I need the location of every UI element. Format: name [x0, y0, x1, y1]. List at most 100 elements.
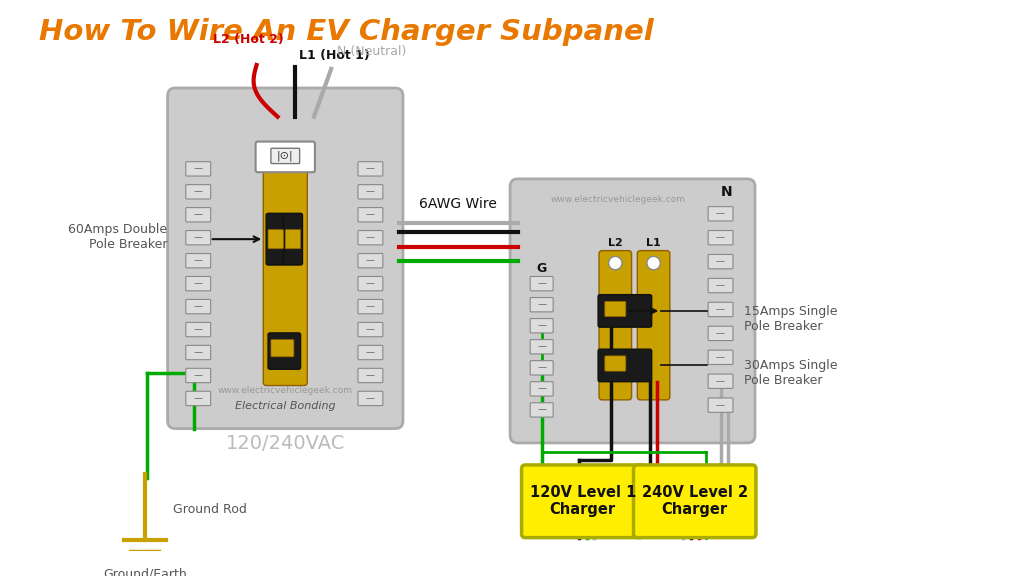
Text: L1: L1 — [646, 238, 660, 248]
FancyBboxPatch shape — [709, 398, 733, 412]
FancyBboxPatch shape — [605, 301, 626, 317]
Text: —: — — [194, 348, 203, 357]
FancyBboxPatch shape — [709, 374, 733, 388]
FancyBboxPatch shape — [185, 253, 211, 268]
FancyBboxPatch shape — [256, 142, 315, 172]
Text: —: — — [716, 281, 725, 290]
Text: —: — — [366, 394, 375, 403]
Text: —: — — [194, 371, 203, 380]
Text: —: — — [538, 406, 546, 414]
Text: —: — — [716, 353, 725, 362]
Text: 120V Level 1
Charger: 120V Level 1 Charger — [529, 485, 636, 517]
Text: —: — — [194, 302, 203, 311]
Text: 6AWG Wire: 6AWG Wire — [420, 196, 498, 211]
Circle shape — [608, 256, 622, 270]
Text: Electrical Bonding: Electrical Bonding — [234, 401, 336, 411]
FancyBboxPatch shape — [358, 346, 383, 359]
Text: —: — — [366, 348, 375, 357]
FancyBboxPatch shape — [634, 465, 756, 537]
Text: —: — — [366, 187, 375, 196]
Text: L1 (Hot 1): L1 (Hot 1) — [299, 50, 370, 62]
Text: —: — — [538, 279, 546, 288]
Text: —: — — [716, 329, 725, 338]
Text: 60Amps Double
Pole Breaker: 60Amps Double Pole Breaker — [69, 223, 168, 251]
FancyBboxPatch shape — [530, 361, 553, 375]
Text: —: — — [366, 164, 375, 173]
Text: —: — — [538, 363, 546, 372]
Text: 30Amps Single
Pole Breaker: 30Amps Single Pole Breaker — [743, 359, 837, 387]
FancyBboxPatch shape — [530, 403, 553, 417]
FancyBboxPatch shape — [358, 276, 383, 291]
FancyBboxPatch shape — [709, 255, 733, 269]
Text: —: — — [538, 384, 546, 393]
Text: —: — — [194, 187, 203, 196]
FancyBboxPatch shape — [286, 230, 301, 249]
Circle shape — [647, 256, 660, 270]
Text: —: — — [716, 209, 725, 218]
FancyBboxPatch shape — [268, 333, 301, 369]
Text: —: — — [716, 305, 725, 314]
Text: —: — — [194, 256, 203, 265]
FancyBboxPatch shape — [185, 346, 211, 359]
Text: —: — — [538, 321, 546, 330]
FancyBboxPatch shape — [185, 162, 211, 176]
FancyBboxPatch shape — [530, 319, 553, 333]
Text: —: — — [716, 233, 725, 242]
FancyBboxPatch shape — [358, 185, 383, 199]
FancyBboxPatch shape — [709, 278, 733, 293]
Text: —: — — [538, 342, 546, 351]
FancyBboxPatch shape — [268, 230, 284, 249]
FancyBboxPatch shape — [185, 300, 211, 314]
FancyBboxPatch shape — [709, 350, 733, 365]
FancyBboxPatch shape — [271, 148, 300, 164]
Text: |⊙|: |⊙| — [276, 151, 294, 161]
FancyBboxPatch shape — [185, 207, 211, 222]
Text: —: — — [194, 233, 203, 242]
Text: —: — — [194, 325, 203, 334]
Text: —: — — [538, 300, 546, 309]
Text: 240V Level 2
Charger: 240V Level 2 Charger — [642, 485, 748, 517]
FancyBboxPatch shape — [185, 276, 211, 291]
Text: —: — — [366, 371, 375, 380]
FancyBboxPatch shape — [530, 382, 553, 396]
Text: —: — — [366, 302, 375, 311]
FancyBboxPatch shape — [358, 300, 383, 314]
Text: —: — — [366, 210, 375, 219]
FancyBboxPatch shape — [358, 253, 383, 268]
FancyBboxPatch shape — [263, 150, 307, 385]
Text: Ground Rod: Ground Rod — [173, 503, 247, 517]
FancyBboxPatch shape — [185, 323, 211, 337]
FancyBboxPatch shape — [530, 276, 553, 291]
FancyBboxPatch shape — [530, 298, 553, 312]
FancyBboxPatch shape — [530, 340, 553, 354]
FancyBboxPatch shape — [185, 391, 211, 406]
Text: —: — — [194, 394, 203, 403]
Text: 15Amps Single
Pole Breaker: 15Amps Single Pole Breaker — [743, 305, 837, 332]
Text: —: — — [366, 325, 375, 334]
FancyBboxPatch shape — [709, 207, 733, 221]
FancyBboxPatch shape — [358, 391, 383, 406]
FancyBboxPatch shape — [358, 368, 383, 382]
FancyBboxPatch shape — [185, 368, 211, 382]
Text: —: — — [194, 164, 203, 173]
Text: —: — — [366, 233, 375, 242]
Text: How To Wire An EV Charger Subpanel: How To Wire An EV Charger Subpanel — [39, 18, 654, 46]
FancyBboxPatch shape — [284, 213, 302, 265]
Text: L2: L2 — [608, 238, 623, 248]
FancyBboxPatch shape — [271, 340, 294, 357]
FancyBboxPatch shape — [598, 349, 651, 382]
FancyBboxPatch shape — [185, 185, 211, 199]
FancyBboxPatch shape — [637, 251, 670, 400]
Text: N (Neutral): N (Neutral) — [337, 46, 407, 59]
Text: —: — — [716, 257, 725, 266]
FancyBboxPatch shape — [709, 326, 733, 340]
Text: L2 (Hot 2): L2 (Hot 2) — [213, 33, 284, 46]
FancyBboxPatch shape — [358, 230, 383, 245]
FancyBboxPatch shape — [358, 207, 383, 222]
FancyBboxPatch shape — [358, 162, 383, 176]
Text: 120/240VAC: 120/240VAC — [225, 434, 345, 453]
FancyBboxPatch shape — [266, 213, 286, 265]
FancyBboxPatch shape — [599, 251, 632, 400]
FancyBboxPatch shape — [185, 230, 211, 245]
FancyBboxPatch shape — [521, 465, 644, 537]
